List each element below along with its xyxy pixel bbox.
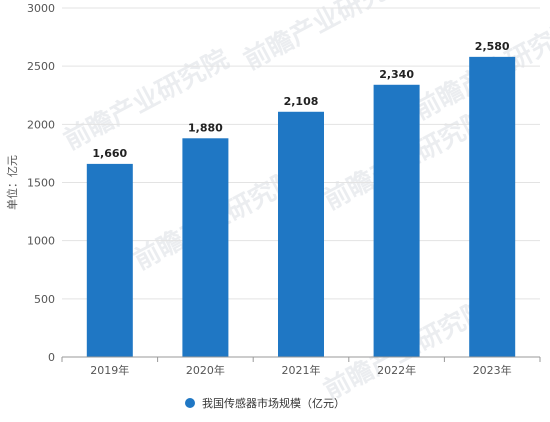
y-tick-label: 0 (48, 351, 55, 364)
bar[interactable] (373, 84, 420, 357)
x-tick-label: 2019年 (90, 363, 129, 377)
y-tick-label: 500 (34, 293, 55, 306)
data-label: 2,340 (379, 68, 414, 81)
y-axis-label: 单位：亿元 (5, 155, 19, 210)
legend-label: 我国传感器市场规模（亿元） (202, 396, 345, 410)
x-tick-label: 2023年 (473, 363, 512, 377)
watermark-text: 前瞻产业研究院 (239, 0, 414, 76)
data-label: 2,580 (475, 40, 510, 53)
y-tick-label: 1000 (27, 235, 55, 248)
y-tick-label: 1500 (27, 177, 55, 190)
x-axis-ticks: 2019年 2020年 2021年 2022年 2023年 (61, 357, 541, 377)
data-label: 1,660 (92, 147, 127, 160)
y-tick-label: 3000 (27, 2, 55, 15)
x-tick-label: 2022年 (377, 363, 416, 377)
legend[interactable]: 我国传感器市场规模（亿元） (185, 396, 345, 410)
x-tick-label: 2020年 (186, 363, 225, 377)
data-label: 1,880 (188, 121, 223, 134)
y-axis-ticks: 0 500 1000 1500 2000 2500 3000 (27, 2, 55, 364)
y-tick-label: 2000 (27, 118, 55, 131)
bar[interactable] (86, 163, 133, 357)
y-tick-label: 2500 (27, 60, 55, 73)
bar[interactable] (182, 138, 229, 357)
data-label: 2,108 (284, 95, 319, 108)
legend-marker (185, 398, 195, 408)
bars (86, 56, 516, 358)
x-tick-label: 2021年 (282, 363, 321, 377)
data-labels: 1,660 1,880 2,108 2,340 2,580 (92, 40, 510, 160)
bar[interactable] (469, 56, 516, 358)
bar[interactable] (278, 111, 324, 357)
